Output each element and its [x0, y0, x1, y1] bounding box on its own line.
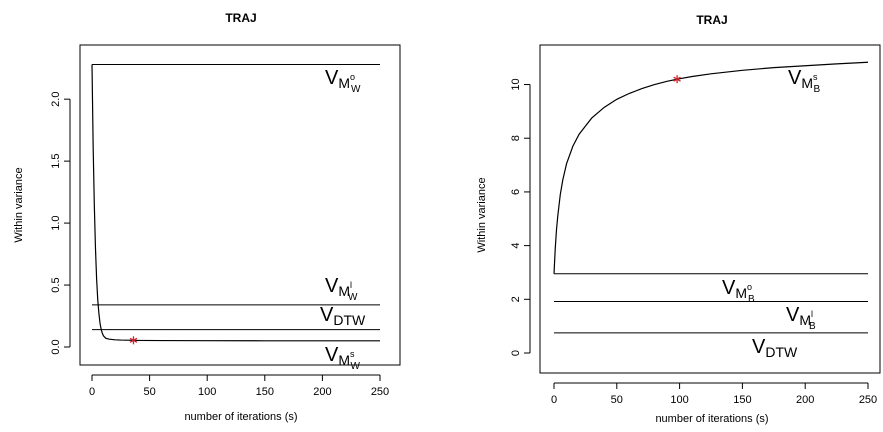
right-label-series-0: VMs B [788, 67, 821, 95]
left-label-series-0: VMs W [325, 344, 361, 372]
right-x-tick-label: 150 [733, 394, 751, 406]
left-label-hline-1-sub: W [348, 292, 358, 303]
left-optimum-marker [129, 336, 138, 345]
right-x-tick-label: 100 [670, 394, 688, 406]
right-x-tick-label: 200 [796, 394, 814, 406]
right-x-axis-label: number of iterations (s) [655, 413, 768, 425]
left-chart-title: TRAJ [225, 11, 256, 25]
left-label-hline-0: VMo W [325, 67, 361, 95]
left-reference-lines [92, 63, 380, 331]
right-y-tick-label: 2 [510, 296, 522, 302]
left-x-tick-label: 150 [256, 386, 274, 398]
left-y-axis-label: Within variance [13, 167, 25, 242]
right-marker-stroke [673, 76, 681, 82]
right-optimum-marker [673, 75, 681, 84]
left-series [91, 64, 380, 345]
left-label-hline-1-base: V [325, 275, 339, 297]
right-label-hline-0-sub: B [748, 294, 755, 305]
right-y-axis-label: Within variance [476, 177, 488, 252]
right-y-tick-label: 8 [510, 135, 522, 141]
left-y-ticks: 0.0 0.5 1.0 1.5 2.0 [50, 92, 71, 355]
left-label-hline-1-sup: l [350, 280, 352, 290]
left-label-hline-0-base: V [325, 67, 339, 89]
left-marker-stroke [129, 337, 138, 343]
right-y-tick-label: 0 [510, 350, 522, 356]
right-y-tick-label: 4 [510, 243, 522, 249]
left-label-series-0-main: M [338, 352, 350, 368]
left-x-tick-label: 250 [371, 386, 389, 398]
right-series-curve [553, 61, 869, 274]
right-reference-lines [554, 273, 868, 334]
right-label-hline-2-base: V [752, 336, 766, 358]
left-label-hline-2-base: V [320, 304, 334, 326]
right-label-hline-1-sub: B [809, 321, 816, 332]
right-label-hline-0-base: V [722, 277, 736, 299]
left-label-hline-0-sub: W [351, 84, 361, 95]
left-plot-frame [79, 44, 401, 366]
right-label-hline-0-main: M [735, 285, 747, 301]
left-x-axis-label: number of iterations (s) [184, 411, 297, 423]
left-series-curve [91, 64, 380, 342]
left-x-ticks: 0 50 100 150 200 250 [89, 374, 389, 398]
right-y-tick-label: 6 [510, 189, 522, 195]
left-label-hline-0-main: M [338, 75, 350, 91]
left-x-tick-label: 0 [89, 386, 95, 398]
right-x-ticks: 0 50 100 150 200 250 [551, 382, 877, 406]
right-y-tick-label: 10 [510, 78, 522, 90]
right-panel: TRAJ number of iterations (s) Within var… [476, 13, 881, 425]
left-y-tick-label: 2.0 [50, 92, 62, 107]
left-x-tick-label: 100 [198, 386, 216, 398]
right-label-hline-1-main: M [799, 312, 811, 328]
right-chart-title: TRAJ [696, 13, 727, 27]
left-label-series-0-sup: s [350, 349, 355, 359]
left-y-tick-label: 1.5 [50, 153, 62, 168]
right-label-series-0-sub: B [814, 84, 821, 95]
right-label-hline-2-main: DTW [765, 344, 798, 360]
left-label-series-0-base: V [325, 344, 339, 366]
right-label-hline-0: VMo B [722, 277, 755, 305]
left-label-series-0-sub: W [351, 361, 361, 372]
right-label-hline-1-sup: l [811, 309, 813, 319]
left-x-tick-label: 200 [313, 386, 331, 398]
right-plot-frame [539, 44, 881, 374]
left-panel: TRAJ number of iterations (s) Within var… [13, 11, 401, 423]
left-label-hline-2: VDTW [320, 304, 366, 328]
right-label-series-0-sup: s [813, 72, 818, 82]
left-label-hline-2-main: DTW [333, 312, 366, 328]
right-x-tick-label: 50 [611, 394, 623, 406]
right-series [553, 61, 869, 274]
right-x-tick-label: 250 [859, 394, 877, 406]
right-label-hline-1-base: V [786, 304, 800, 326]
right-y-ticks: 0 2 4 6 8 10 [510, 78, 531, 356]
right-label-hline-2: VDTW [752, 336, 798, 360]
left-label-hline-1-main: M [338, 283, 350, 299]
left-x-tick-label: 50 [143, 386, 155, 398]
right-label-hline-1: VMl B [786, 304, 816, 332]
left-y-tick-label: 0.5 [50, 277, 62, 292]
right-label-series-0-base: V [788, 67, 802, 89]
left-label-hline-1: VMl W [325, 275, 358, 303]
right-x-tick-label: 0 [551, 394, 557, 406]
left-y-tick-label: 1.0 [50, 215, 62, 230]
left-label-hline-0-sup: o [350, 72, 355, 82]
left-y-tick-label: 0.0 [50, 339, 62, 354]
right-label-series-0-main: M [801, 75, 813, 91]
right-label-hline-0-sup: o [747, 282, 752, 292]
